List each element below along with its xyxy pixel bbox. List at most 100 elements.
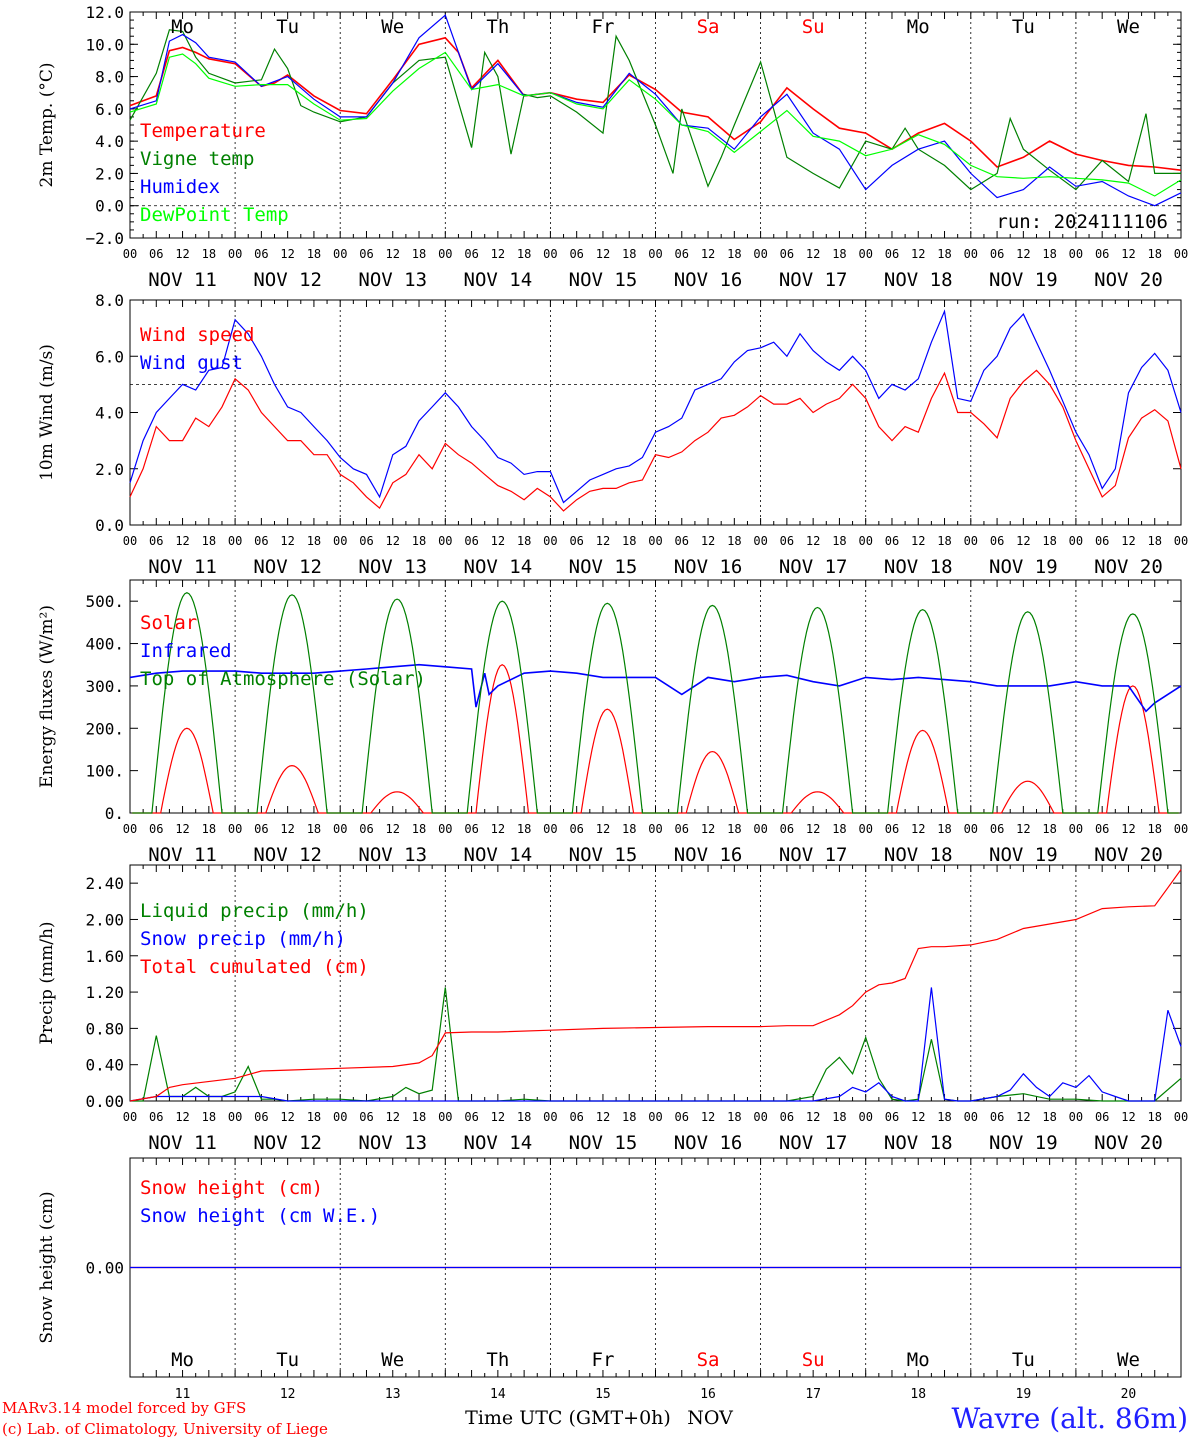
date-label: NOV 12: [253, 556, 322, 578]
y-tick-label: 6.0: [95, 100, 124, 119]
hour-tick-label: 00: [1069, 534, 1083, 548]
hour-tick-label: 12: [1016, 534, 1030, 548]
legend-entry: Top of Atmosphere (Solar): [140, 668, 426, 690]
legend-entry: Snow precip (mm/h): [140, 928, 346, 950]
legend-entry: Total cumulated (cm): [140, 956, 369, 978]
hour-tick-label: 00: [1069, 822, 1083, 836]
weekday-label: Sa: [697, 16, 720, 38]
hour-tick-label: 12: [280, 247, 294, 261]
hour-tick-label: 12: [806, 247, 820, 261]
y-tick-label: 6.0: [95, 347, 124, 366]
legend-entry: Solar: [140, 612, 197, 634]
hour-tick-label: 00: [648, 534, 662, 548]
hour-tick-label: 18: [412, 1110, 426, 1124]
weekday-label-bottom: Su: [802, 1349, 825, 1371]
date-label: NOV 11: [148, 844, 217, 866]
hour-tick-label: 06: [569, 822, 583, 836]
weekday-label-bottom: Tu: [276, 1349, 299, 1371]
hour-tick-label: 18: [937, 1110, 951, 1124]
hour-tick-label: 06: [1095, 247, 1109, 261]
series-line-liquid-precip-mm-h-: [130, 987, 1182, 1102]
hour-tick-label: 12: [701, 247, 715, 261]
hour-tick-label: 18: [727, 534, 741, 548]
legend-entry: Humidex: [140, 176, 220, 198]
weekday-label: Mo: [907, 16, 930, 38]
hour-tick-label: 12: [596, 534, 610, 548]
hour-tick-label: 06: [464, 1110, 478, 1124]
date-label: NOV 15: [569, 269, 638, 291]
hour-tick-label: 18: [307, 247, 321, 261]
date-label: NOV 17: [779, 844, 848, 866]
panel-3: 0. 100. 200. 300. 400. 500. Energy fluxes (W/m…: [37, 579, 1188, 866]
date-label: NOV 19: [989, 1132, 1058, 1154]
hour-tick-label: 18: [1042, 822, 1056, 836]
y-axis-label: 2m Temp. (°C): [37, 62, 57, 187]
y-tick-label: 10.0: [85, 35, 124, 54]
date-label: NOV 18: [884, 1132, 953, 1154]
y-tick-label: 0.00: [85, 1092, 124, 1111]
hour-tick-label: 12: [175, 534, 189, 548]
hour-tick-label: 06: [885, 822, 899, 836]
day-number: 14: [490, 1387, 506, 1402]
hour-tick-label: 06: [885, 1110, 899, 1124]
hour-tick-label: 00: [753, 534, 767, 548]
date-label: NOV 11: [148, 556, 217, 578]
date-label: NOV 20: [1094, 556, 1163, 578]
hour-tick-label: 06: [359, 1110, 373, 1124]
hour-tick-label: 00: [1174, 822, 1188, 836]
date-label: NOV 17: [779, 269, 848, 291]
hour-tick-label: 12: [386, 1110, 400, 1124]
date-label: NOV 16: [674, 844, 743, 866]
hour-tick-label: 12: [280, 1110, 294, 1124]
weekday-label-bottom: We: [381, 1349, 404, 1371]
hour-tick-label: 00: [858, 1110, 872, 1124]
weekday-label-bottom: Th: [486, 1349, 509, 1371]
hour-tick-label: 18: [1147, 534, 1161, 548]
hour-tick-label: 06: [780, 822, 794, 836]
panel-2: 0.0 2.0 4.0 6.0 8.0 10m Wind (m/s) Wind speed W…: [37, 291, 1188, 578]
y-tick-label: 4.0: [95, 132, 124, 151]
hour-tick-label: 18: [937, 247, 951, 261]
hour-tick-label: 12: [1121, 1110, 1135, 1124]
hour-tick-label: 06: [254, 1110, 268, 1124]
hour-tick-label: 18: [1042, 534, 1056, 548]
hour-tick-label: 06: [780, 1110, 794, 1124]
hour-tick-label: 18: [1147, 1110, 1161, 1124]
hour-tick-label: 12: [386, 822, 400, 836]
credit-line: (c) Lab. of Climatology, University of L…: [2, 1420, 328, 1438]
hour-tick-label: 12: [701, 1110, 715, 1124]
hour-tick-label: 18: [832, 1110, 846, 1124]
hour-tick-label: 18: [622, 1110, 636, 1124]
hour-tick-label: 06: [149, 822, 163, 836]
hour-tick-label: 00: [1174, 534, 1188, 548]
legend-entry: Wind speed: [140, 324, 254, 346]
y-axis-label: 10m Wind (m/s): [37, 344, 57, 481]
weekday-label-bottom: Mo: [907, 1349, 930, 1371]
hour-tick-label: 18: [832, 247, 846, 261]
hour-tick-label: 12: [1121, 534, 1135, 548]
y-tick-label: 8.0: [95, 291, 124, 310]
hour-tick-label: 00: [964, 534, 978, 548]
panel-1: −2.0 0.0 2.0 4.0 6.0 8.0 10.0 12.0 2m Temp. (°C)…: [37, 3, 1188, 291]
series-line-dewpoint-temp: [129, 51, 1182, 197]
y-tick-label: 2.0: [95, 460, 124, 479]
y-tick-label: 0.0: [95, 516, 124, 535]
hour-tick-label: 18: [937, 534, 951, 548]
hour-tick-label: 06: [885, 247, 899, 261]
weekday-label: We: [381, 16, 404, 38]
hour-tick-label: 00: [543, 822, 557, 836]
hour-tick-label: 06: [990, 1110, 1004, 1124]
hour-tick-label: 00: [648, 822, 662, 836]
hour-tick-label: 12: [175, 247, 189, 261]
date-label: NOV 15: [569, 1132, 638, 1154]
hour-tick-label: 00: [438, 1110, 452, 1124]
hour-tick-label: 06: [254, 247, 268, 261]
y-tick-label: 1.20: [85, 983, 124, 1002]
weekday-label-bottom: Fr: [592, 1349, 615, 1371]
y-tick-label: 500.: [85, 592, 124, 611]
day-number: 19: [1016, 1387, 1032, 1402]
hour-tick-label: 06: [569, 534, 583, 548]
hour-tick-label: 18: [307, 534, 321, 548]
hour-tick-label: 12: [386, 247, 400, 261]
day-number: 17: [805, 1387, 821, 1402]
